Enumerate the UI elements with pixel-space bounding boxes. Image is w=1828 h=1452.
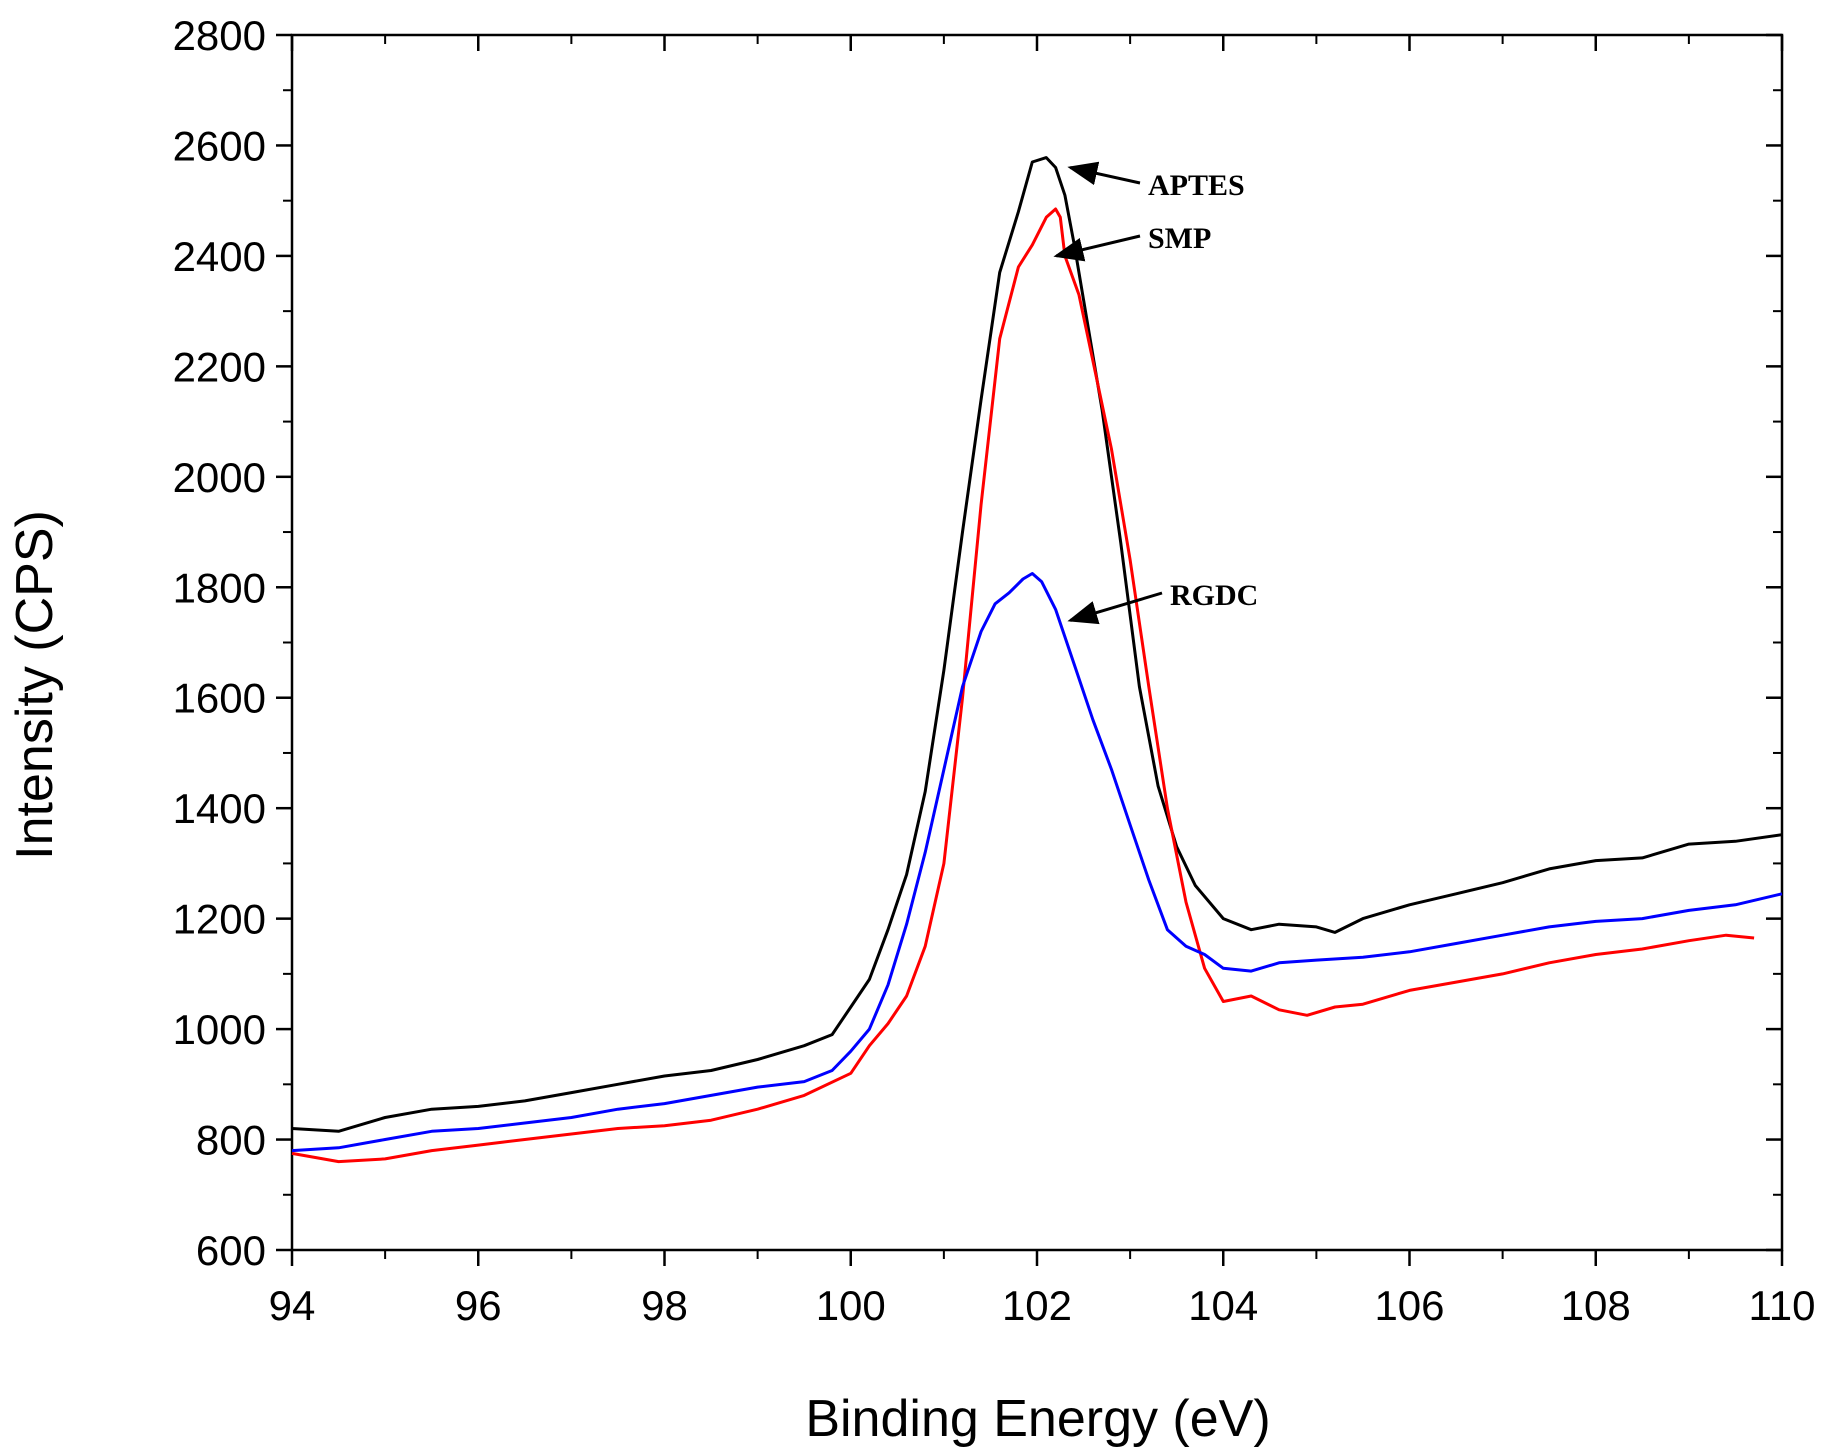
series-rgdc-line xyxy=(291,572,1783,1153)
annotation-label-rgdc: RGDC xyxy=(1170,579,1258,612)
x-axis-title: Binding Energy (eV) xyxy=(805,1390,1270,1448)
x-tick-label: 104 xyxy=(1188,1282,1258,1329)
annotation-arrow-aptes xyxy=(1067,161,1141,186)
y-axis-title: Intensity (CPS) xyxy=(6,510,64,860)
y-tick-label: 1000 xyxy=(173,1006,266,1053)
annotation-arrow-rgdc xyxy=(1067,591,1163,625)
x-tick-label: 98 xyxy=(641,1282,688,1329)
x-tick-label: 102 xyxy=(1002,1282,1072,1329)
y-tick-label: 600 xyxy=(196,1227,266,1274)
y-tick-label: 2600 xyxy=(173,122,266,169)
x-tick-label: 108 xyxy=(1561,1282,1631,1329)
y-tick-label: 800 xyxy=(196,1117,266,1164)
y-tick-label: 1600 xyxy=(173,675,266,722)
x-tick-label: 106 xyxy=(1374,1282,1444,1329)
x-tick-label: 96 xyxy=(455,1282,502,1329)
y-tick-label: 2200 xyxy=(173,343,266,390)
y-tick-label: 2400 xyxy=(173,233,266,280)
x-tick-label: 94 xyxy=(269,1282,316,1329)
x-tick-label: 110 xyxy=(1749,1282,1816,1329)
y-tick-label: 1400 xyxy=(173,785,266,832)
y-tick-label: 1800 xyxy=(173,564,266,611)
x-tick-label: 100 xyxy=(816,1282,886,1329)
annotation-label-aptes: APTES xyxy=(1148,169,1245,202)
axes: 94 96 98 100 102 104 106 108 110 600 800 1000 1200 14… xyxy=(173,12,1816,1329)
annotations: APTES SMP RGDC xyxy=(1053,161,1258,625)
series-aptes-line xyxy=(291,156,1783,1133)
series-group xyxy=(291,156,1783,1164)
series-smp-line xyxy=(291,207,1755,1164)
annotation-arrow-smp xyxy=(1053,234,1141,262)
annotation-label-smp: SMP xyxy=(1148,222,1211,255)
y-tick-label: 1200 xyxy=(173,896,266,943)
plot-frame xyxy=(290,33,1784,1252)
y-tick-label: 2000 xyxy=(173,454,266,501)
y-tick-label: 2800 xyxy=(173,12,266,59)
